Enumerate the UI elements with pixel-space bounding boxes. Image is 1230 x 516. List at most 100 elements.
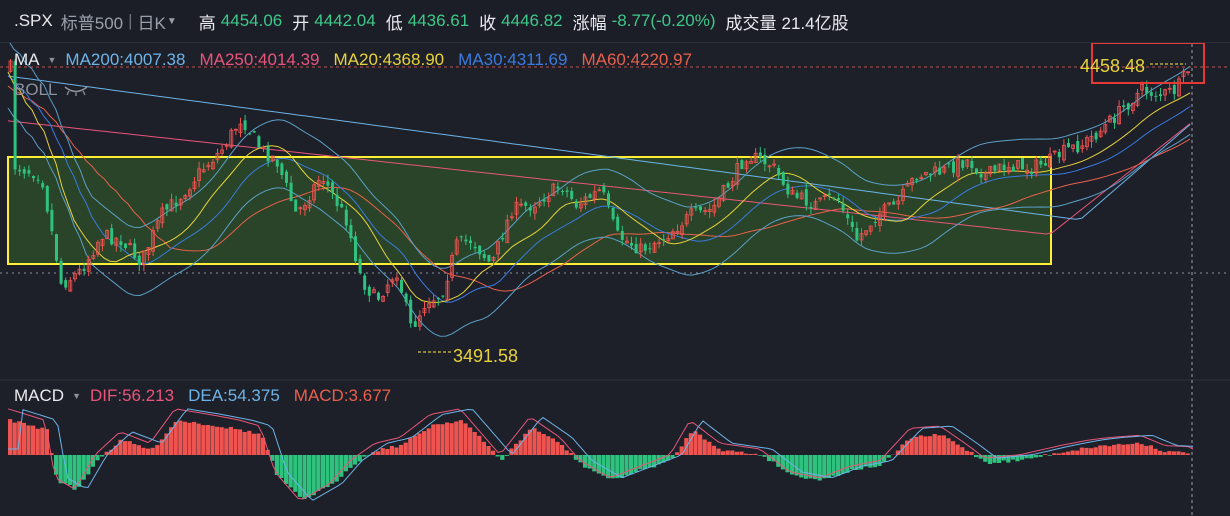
- macd-bar: [1093, 447, 1098, 455]
- candle-body: [813, 201, 818, 211]
- macd-bar: [146, 448, 151, 455]
- candle-body: [666, 237, 671, 242]
- candle-body: [18, 169, 22, 172]
- macd-bar: [90, 455, 95, 467]
- macd-bar: [771, 455, 776, 462]
- macd-bar: [426, 428, 431, 455]
- candle-body: [238, 123, 243, 133]
- macd-bar: [1125, 444, 1130, 455]
- candle-body: [620, 231, 624, 240]
- macd-bar: [813, 455, 818, 480]
- macd-bar: [711, 445, 716, 455]
- candle-body: [261, 146, 266, 150]
- candle-body: [767, 165, 772, 168]
- macd-bar: [348, 455, 353, 468]
- macd-indicator-selector[interactable]: MACD: [14, 386, 65, 405]
- boll-legend[interactable]: BOLL: [14, 80, 89, 100]
- candle-body: [827, 193, 831, 195]
- macd-bar: [955, 444, 960, 455]
- candle-body: [822, 195, 827, 198]
- candle-body: [542, 199, 546, 202]
- macd-bar: [753, 453, 758, 455]
- candle-body: [1108, 115, 1112, 123]
- candle-body: [988, 165, 993, 174]
- candle-body: [377, 292, 380, 300]
- candle-body: [1154, 95, 1158, 97]
- candle-body: [956, 158, 960, 177]
- macd-bar: [486, 446, 491, 455]
- candle-body: [933, 166, 937, 173]
- candle-body: [257, 136, 261, 148]
- macd-bar: [307, 455, 312, 498]
- close-label: 收: [479, 13, 497, 33]
- eye-closed-icon[interactable]: [63, 83, 89, 97]
- candle-body: [27, 170, 31, 174]
- candle-body: [252, 131, 256, 133]
- macd-bar: [35, 428, 40, 455]
- macd-bar: [1029, 455, 1034, 459]
- caret-down-icon[interactable]: ▼: [47, 55, 57, 65]
- candle-body: [684, 214, 689, 225]
- candle-body: [390, 279, 395, 283]
- macd-bar: [293, 455, 298, 492]
- macd-bar: [633, 455, 638, 473]
- ma20-line: [7, 71, 1191, 304]
- macd-bar: [1079, 447, 1084, 455]
- candle-body: [363, 275, 367, 290]
- candle-body: [1057, 151, 1061, 158]
- candle-body: [1021, 158, 1024, 170]
- macd-bar: [679, 446, 684, 455]
- candle-body: [965, 159, 970, 167]
- candle-body: [514, 201, 519, 215]
- macd-bar: [803, 455, 808, 479]
- macd-bar: [1047, 455, 1052, 456]
- macd-bar: [527, 429, 532, 455]
- candle-body: [155, 220, 160, 229]
- candle-body: [1145, 86, 1149, 94]
- change-value: -8.77(-0.20%): [611, 11, 716, 30]
- macd-bar: [831, 455, 836, 476]
- macd-bar: [1015, 455, 1020, 462]
- candle-body: [119, 241, 123, 246]
- macd-bar: [583, 455, 588, 468]
- macd-bar: [849, 455, 854, 470]
- macd-bar: [251, 433, 256, 455]
- macd-bar: [1185, 453, 1190, 455]
- candle-body: [795, 192, 799, 198]
- candle-body: [469, 240, 472, 244]
- candle-body: [1025, 169, 1029, 174]
- macd-bar: [8, 419, 13, 455]
- caret-down-icon[interactable]: ▼: [166, 15, 177, 27]
- macd-bar: [274, 455, 279, 475]
- macd-bar: [440, 424, 445, 455]
- candle-body: [561, 191, 564, 192]
- macd-bar: [325, 455, 330, 487]
- macd-bar: [799, 455, 804, 478]
- boll-label[interactable]: BOLL: [14, 80, 58, 99]
- macd-bar: [721, 451, 726, 455]
- candle-body: [243, 120, 247, 131]
- candle-body: [41, 183, 45, 188]
- candle-body: [630, 243, 633, 246]
- candle-body: [680, 225, 684, 236]
- candle-body: [758, 152, 762, 158]
- macd-bar: [247, 430, 252, 455]
- candle-body: [210, 161, 215, 170]
- period-selector[interactable]: 日K: [137, 13, 166, 33]
- macd-bar: [201, 425, 206, 455]
- macd-bar: [491, 450, 496, 455]
- candle-body: [331, 182, 334, 193]
- candle-body: [699, 206, 702, 211]
- macd-bar: [1130, 443, 1135, 455]
- candle-body: [45, 186, 49, 212]
- ma-indicator-selector[interactable]: MA: [14, 50, 40, 69]
- caret-down-icon[interactable]: ▼: [72, 391, 81, 401]
- candle-body: [726, 183, 730, 188]
- candle-body: [266, 146, 270, 162]
- candle-body: [128, 243, 133, 245]
- candle-body: [602, 186, 606, 193]
- candle-body: [546, 197, 551, 202]
- candle-body: [837, 198, 840, 201]
- macd-bar: [173, 422, 178, 455]
